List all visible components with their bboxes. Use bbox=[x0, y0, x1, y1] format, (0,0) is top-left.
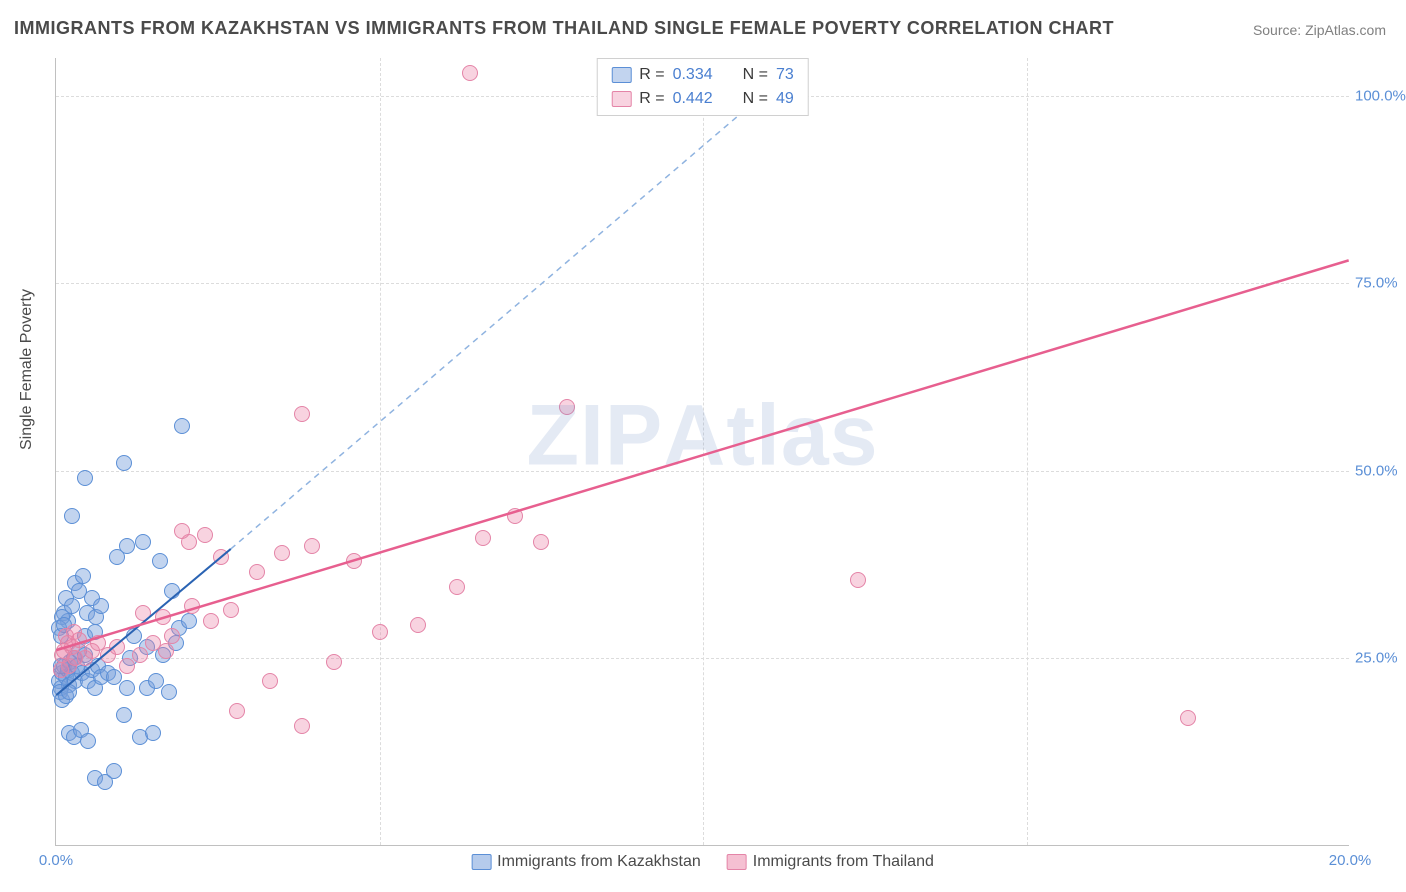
scatter-point-thailand bbox=[274, 545, 290, 561]
scatter-point-thailand bbox=[346, 553, 362, 569]
legend-item: Immigrants from Thailand bbox=[727, 853, 934, 871]
scatter-point-kazakhstan bbox=[181, 613, 197, 629]
scatter-point-thailand bbox=[197, 527, 213, 543]
x-tick-label: 20.0% bbox=[1329, 852, 1372, 869]
scatter-point-kazakhstan bbox=[135, 534, 151, 550]
scatter-point-thailand bbox=[66, 624, 82, 640]
y-tick-label: 50.0% bbox=[1355, 462, 1405, 479]
scatter-point-kazakhstan bbox=[116, 455, 132, 471]
scatter-point-kazakhstan bbox=[64, 508, 80, 524]
scatter-point-thailand bbox=[294, 406, 310, 422]
scatter-point-kazakhstan bbox=[61, 684, 77, 700]
scatter-point-thailand bbox=[109, 639, 125, 655]
scatter-point-thailand bbox=[410, 617, 426, 633]
n-label: N = bbox=[743, 66, 768, 84]
scatter-point-kazakhstan bbox=[145, 725, 161, 741]
scatter-point-kazakhstan bbox=[93, 598, 109, 614]
scatter-point-thailand bbox=[213, 549, 229, 565]
scatter-point-thailand bbox=[326, 654, 342, 670]
scatter-point-thailand bbox=[372, 624, 388, 640]
n-value: 49 bbox=[776, 90, 794, 108]
scatter-point-thailand bbox=[61, 658, 77, 674]
scatter-point-thailand bbox=[462, 65, 478, 81]
scatter-point-thailand bbox=[223, 602, 239, 618]
series-legend: Immigrants from Kazakhstan Immigrants fro… bbox=[463, 853, 942, 871]
y-tick-label: 25.0% bbox=[1355, 650, 1405, 667]
x-tick-label: 0.0% bbox=[39, 852, 73, 869]
y-tick-label: 75.0% bbox=[1355, 275, 1405, 292]
gridline-vertical bbox=[703, 58, 704, 845]
scatter-point-kazakhstan bbox=[77, 470, 93, 486]
scatter-point-kazakhstan bbox=[116, 707, 132, 723]
r-label: R = bbox=[639, 90, 664, 108]
source-prefix: Source: bbox=[1253, 22, 1305, 38]
n-label: N = bbox=[743, 90, 768, 108]
scatter-point-thailand bbox=[507, 508, 523, 524]
r-value: 0.442 bbox=[673, 90, 713, 108]
scatter-point-kazakhstan bbox=[80, 733, 96, 749]
scatter-point-thailand bbox=[155, 609, 171, 625]
gridline-vertical bbox=[1027, 58, 1028, 845]
correlation-row-thailand: R = 0.442 N = 49 bbox=[611, 87, 794, 111]
scatter-point-thailand bbox=[203, 613, 219, 629]
scatter-point-kazakhstan bbox=[119, 538, 135, 554]
correlation-row-kazakhstan: R = 0.334 N = 73 bbox=[611, 63, 794, 87]
source-name: ZipAtlas.com bbox=[1305, 22, 1386, 38]
y-axis-title: Single Female Poverty bbox=[18, 289, 36, 450]
scatter-point-thailand bbox=[132, 647, 148, 663]
source-attribution: Source: ZipAtlas.com bbox=[1253, 22, 1386, 38]
scatter-point-thailand bbox=[229, 703, 245, 719]
scatter-point-thailand bbox=[249, 564, 265, 580]
scatter-point-thailand bbox=[184, 598, 200, 614]
scatter-point-thailand bbox=[158, 643, 174, 659]
scatter-point-kazakhstan bbox=[119, 680, 135, 696]
n-value: 73 bbox=[776, 66, 794, 84]
legend-swatch bbox=[727, 854, 747, 870]
scatter-point-kazakhstan bbox=[164, 583, 180, 599]
scatter-point-thailand bbox=[533, 534, 549, 550]
legend-swatch bbox=[611, 67, 631, 83]
legend-label: Immigrants from Kazakhstan bbox=[497, 853, 701, 870]
scatter-point-thailand bbox=[119, 658, 135, 674]
legend-item: Immigrants from Kazakhstan bbox=[471, 853, 701, 871]
r-value: 0.334 bbox=[673, 66, 713, 84]
scatter-point-thailand bbox=[174, 523, 190, 539]
y-tick-label: 100.0% bbox=[1355, 87, 1405, 104]
legend-label: Immigrants from Thailand bbox=[753, 853, 934, 870]
scatter-point-thailand bbox=[304, 538, 320, 554]
scatter-point-thailand bbox=[850, 572, 866, 588]
scatter-point-thailand bbox=[559, 399, 575, 415]
scatter-point-thailand bbox=[164, 628, 180, 644]
scatter-point-kazakhstan bbox=[161, 684, 177, 700]
gridline-vertical bbox=[380, 58, 381, 845]
chart-title: IMMIGRANTS FROM KAZAKHSTAN VS IMMIGRANTS… bbox=[14, 18, 1114, 39]
scatter-point-thailand bbox=[475, 530, 491, 546]
scatter-point-kazakhstan bbox=[152, 553, 168, 569]
r-label: R = bbox=[639, 66, 664, 84]
scatter-point-kazakhstan bbox=[174, 418, 190, 434]
legend-swatch bbox=[611, 91, 631, 107]
scatter-point-kazakhstan bbox=[106, 763, 122, 779]
scatter-point-thailand bbox=[1180, 710, 1196, 726]
scatter-point-thailand bbox=[294, 718, 310, 734]
plot-area: ZIPAtlas R = 0.334N = 73R = 0.442N = 49 … bbox=[55, 58, 1349, 846]
scatter-point-kazakhstan bbox=[75, 568, 91, 584]
correlation-legend: R = 0.334 N = 73 R = 0.442 N = 49 bbox=[596, 58, 809, 116]
scatter-point-thailand bbox=[449, 579, 465, 595]
scatter-point-thailand bbox=[135, 605, 151, 621]
legend-swatch bbox=[471, 854, 491, 870]
scatter-point-thailand bbox=[262, 673, 278, 689]
